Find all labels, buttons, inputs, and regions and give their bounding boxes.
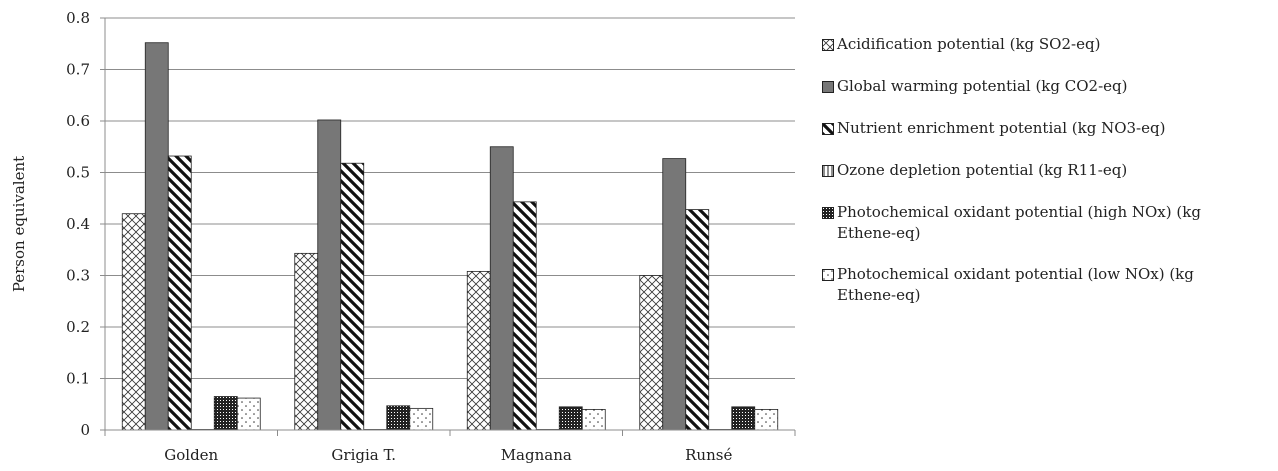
bar-golden-series-1: [121, 213, 146, 431]
y-tick-label: 0.8: [66, 9, 90, 27]
legend-item: Ozone depletion potential (kg R11-eq): [822, 160, 1127, 181]
y-tick-label: 0.1: [66, 370, 90, 388]
x-tick-label: Golden: [164, 446, 218, 464]
legend-swatch: [822, 165, 834, 177]
bar-magnana-series-1: [466, 270, 491, 431]
bar-magnana-series-2: [489, 146, 514, 431]
bar-grigia-t--series-6: [409, 407, 434, 431]
chart: 0 0.1 0.2 0.3 0.4 0.5 0.6 0.7 0.8 Golden Grigia T.…: [10, 9, 796, 464]
legend-label: Photochemical oxidant potential (low NOx…: [837, 265, 1194, 304]
bar-magnana-series-5: [558, 406, 583, 431]
legend-label: Photochemical oxidant potential (high NO…: [837, 203, 1201, 242]
bars: [121, 42, 779, 431]
y-tick-label: 0: [80, 421, 90, 439]
y-tick-label: 0.5: [66, 164, 90, 182]
axes: [100, 17, 796, 436]
bar-grigia-t--series-3: [340, 162, 365, 431]
bar-golden-series-3: [167, 155, 192, 431]
legend-swatch: [822, 123, 834, 135]
x-tick-label: Grigia T.: [331, 446, 396, 464]
y-axis-title: Person equivalent: [10, 156, 28, 292]
legend-swatch: [822, 39, 834, 51]
y-tick-label: 0.2: [66, 318, 90, 336]
gridlines: [105, 17, 795, 379]
y-tick-label: 0.7: [66, 61, 90, 79]
bar-runs--series-2: [662, 158, 687, 431]
legend-item: Global warming potential (kg CO2-eq): [822, 76, 1128, 97]
bar-magnana-series-3: [512, 201, 537, 431]
tick-labels: 0 0.1 0.2 0.3 0.4 0.5 0.6 0.7 0.8 Golden Grigia T.…: [66, 9, 732, 464]
legend-swatch: [822, 269, 834, 281]
legend-label: Acidification potential (kg SO2-eq): [837, 35, 1101, 53]
bar-grigia-t--series-1: [294, 252, 319, 431]
y-tick-label: 0.6: [66, 112, 90, 130]
legend-item: Photochemical oxidant potential (high NO…: [822, 202, 1227, 244]
legend-item: Photochemical oxidant potential (low NOx…: [822, 264, 1227, 306]
bar-grigia-t--series-2: [317, 119, 342, 431]
bar-magnana-series-6: [581, 408, 606, 431]
bar-golden-series-5: [213, 396, 238, 431]
bar-grigia-t--series-5: [386, 405, 411, 431]
legend-item: Acidification potential (kg SO2-eq): [822, 34, 1100, 55]
bar-runs--series-6: [754, 408, 779, 431]
bar-runs--series-3: [685, 209, 710, 431]
bar-golden-series-2: [144, 42, 169, 431]
x-tick-label: Magnana: [501, 446, 572, 464]
legend-swatch: [822, 207, 834, 219]
legend-label: Ozone depletion potential (kg R11-eq): [837, 161, 1128, 179]
legend-swatch: [822, 81, 834, 93]
y-tick-label: 0.4: [66, 215, 90, 233]
legend-label: Global warming potential (kg CO2-eq): [837, 77, 1128, 95]
y-tick-label: 0.3: [66, 267, 90, 285]
bar-golden-series-6: [236, 397, 261, 431]
bar-runs--series-1: [639, 275, 664, 431]
x-tick-label: Runsé: [685, 446, 732, 464]
legend-label: Nutrient enrichment potential (kg NO3-eq…: [837, 119, 1166, 137]
legend-item: Nutrient enrichment potential (kg NO3-eq…: [822, 118, 1165, 139]
bar-runs--series-5: [731, 406, 756, 431]
